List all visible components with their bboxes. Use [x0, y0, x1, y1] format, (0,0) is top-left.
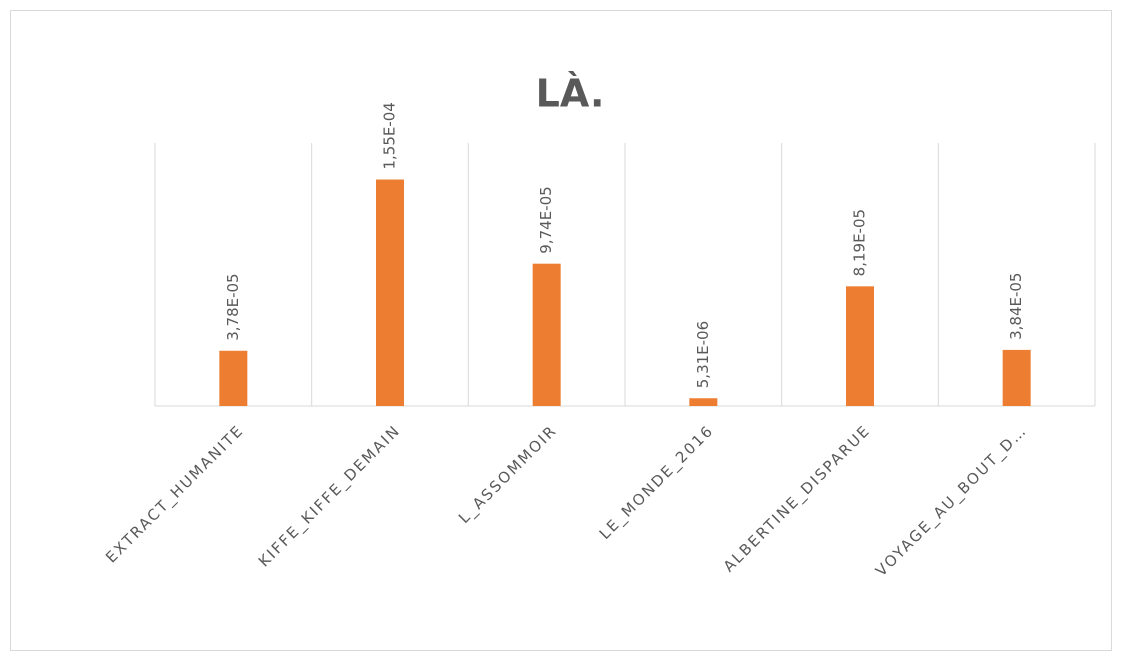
- bar: [846, 286, 874, 406]
- value-label: 5,31E-06: [694, 321, 712, 388]
- value-label: 1,55E-04: [381, 102, 399, 169]
- value-label: 3,78E-05: [224, 273, 242, 340]
- value-label: 9,74E-05: [537, 186, 555, 253]
- bar: [1002, 349, 1031, 406]
- bar: [532, 263, 561, 406]
- chart-title: LÀ.: [536, 72, 605, 116]
- chart-border: [10, 10, 1112, 651]
- value-label: 8,19E-05: [851, 209, 869, 276]
- bar: [219, 350, 248, 406]
- value-label: 3,84E-05: [1007, 273, 1025, 340]
- bar: [689, 398, 718, 406]
- bar: [376, 179, 404, 406]
